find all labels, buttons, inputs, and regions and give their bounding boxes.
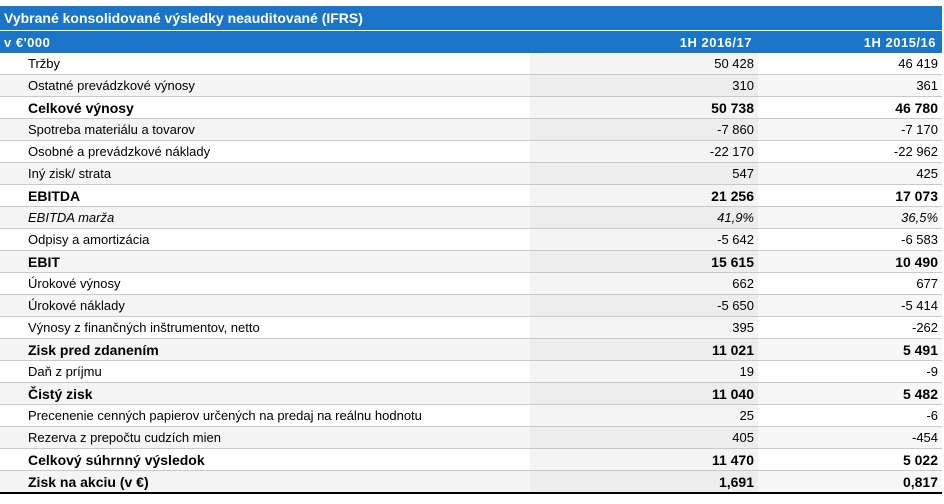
row-value-prior: 46 419 — [758, 53, 943, 75]
table-row: Ostatné prevádzkové výnosy 310 361 — [0, 74, 943, 97]
table-row: Rezerva z prepočtu cudzích mien 405 -454 — [0, 426, 943, 449]
row-label: EBITDA — [0, 184, 530, 207]
row-value-current: 11 021 — [530, 338, 758, 361]
row-value-current: 11 470 — [530, 448, 758, 471]
table-row: Osobné a prevádzkové náklady -22 170 -22… — [0, 140, 943, 163]
row-value-current: 11 040 — [530, 382, 758, 405]
row-value-prior: 361 — [758, 74, 943, 97]
row-value-current: -5 642 — [530, 228, 758, 251]
table-row: Iný zisk/ strata 547 425 — [0, 162, 943, 185]
row-value-prior: 10 490 — [758, 250, 943, 273]
column-header-1h-2015-16: 1H 2015/16 — [758, 30, 943, 53]
row-label: Úrokové náklady — [0, 294, 530, 317]
row-value-prior: 36,5% — [758, 206, 943, 229]
row-value-prior: -454 — [758, 426, 943, 449]
row-label: Daň z príjmu — [0, 360, 530, 383]
row-value-prior: 0,817 — [758, 470, 943, 494]
table-row: Celkový súhrnný výsledok 11 470 5 022 — [0, 448, 943, 471]
row-label: Precenenie cenných papierov určených na … — [0, 404, 530, 427]
row-value-prior: -5 414 — [758, 294, 943, 317]
row-label: Celkové výnosy — [0, 96, 530, 119]
row-label: EBIT — [0, 250, 530, 273]
row-value-current: 15 615 — [530, 250, 758, 273]
table-row: Precenenie cenných papierov určených na … — [0, 404, 943, 427]
row-value-current: -7 860 — [530, 118, 758, 141]
row-label: Iný zisk/ strata — [0, 162, 530, 185]
table-row: Daň z príjmu 19 -9 — [0, 360, 943, 383]
row-label: EBITDA marža — [0, 206, 530, 229]
row-value-current: 405 — [530, 426, 758, 449]
row-value-prior: 425 — [758, 162, 943, 185]
row-value-current: 50 738 — [530, 96, 758, 119]
row-label: Spotreba materiálu a tovarov — [0, 118, 530, 141]
row-value-prior: 677 — [758, 272, 943, 295]
row-value-prior: -9 — [758, 360, 943, 383]
row-value-current: 50 428 — [530, 53, 758, 75]
row-label: Zisk na akciu (v €) — [0, 470, 530, 494]
row-value-prior: -6 — [758, 404, 943, 427]
table-row: Výnosy z finančných inštrumentov, netto … — [0, 316, 943, 339]
row-value-prior: -7 170 — [758, 118, 943, 141]
row-value-prior: 5 491 — [758, 338, 943, 361]
consolidated-results-table: Vybrané konsolidované výsledky neauditov… — [0, 6, 943, 494]
row-value-prior: -262 — [758, 316, 943, 339]
row-value-prior: 5 482 — [758, 382, 943, 405]
table-row: Úrokové náklady -5 650 -5 414 — [0, 294, 943, 317]
row-value-current: 395 — [530, 316, 758, 339]
unit-header: v €'000 — [0, 30, 530, 53]
table-row: EBITDA marža 41,9% 36,5% — [0, 206, 943, 229]
table-row: Tržby 50 428 46 419 — [0, 53, 943, 75]
row-value-current: 1,691 — [530, 470, 758, 494]
table-title-row: Vybrané konsolidované výsledky neauditov… — [0, 6, 943, 31]
table-row: EBIT 15 615 10 490 — [0, 250, 943, 273]
table-title: Vybrané konsolidované výsledky neauditov… — [0, 6, 943, 31]
table-row: Zisk na akciu (v €) 1,691 0,817 — [0, 470, 943, 494]
row-value-current: 310 — [530, 74, 758, 97]
row-value-prior: -6 583 — [758, 228, 943, 251]
row-value-prior: -22 962 — [758, 140, 943, 163]
row-value-current: 19 — [530, 360, 758, 383]
row-value-current: 41,9% — [530, 206, 758, 229]
row-value-current: 547 — [530, 162, 758, 185]
table-row: Čistý zisk 11 040 5 482 — [0, 382, 943, 405]
row-value-prior: 46 780 — [758, 96, 943, 119]
table-row: Úrokové výnosy 662 677 — [0, 272, 943, 295]
row-value-current: -22 170 — [530, 140, 758, 163]
table-row: Zisk pred zdanením 11 021 5 491 — [0, 338, 943, 361]
row-value-current: 21 256 — [530, 184, 758, 207]
table-row: Odpisy a amortizácia -5 642 -6 583 — [0, 228, 943, 251]
table-row: Celkové výnosy 50 738 46 780 — [0, 96, 943, 119]
row-label: Úrokové výnosy — [0, 272, 530, 295]
row-label: Odpisy a amortizácia — [0, 228, 530, 251]
row-label: Zisk pred zdanením — [0, 338, 530, 361]
row-label: Čistý zisk — [0, 382, 530, 405]
row-label: Rezerva z prepočtu cudzích mien — [0, 426, 530, 449]
table-row: Spotreba materiálu a tovarov -7 860 -7 1… — [0, 118, 943, 141]
row-value-current: -5 650 — [530, 294, 758, 317]
row-label: Tržby — [0, 53, 530, 75]
row-value-prior: 5 022 — [758, 448, 943, 471]
row-label: Osobné a prevádzkové náklady — [0, 140, 530, 163]
row-label: Ostatné prevádzkové výnosy — [0, 74, 530, 97]
row-value-current: 25 — [530, 404, 758, 427]
table-header-row: v €'000 1H 2016/17 1H 2015/16 — [0, 30, 943, 53]
row-value-current: 662 — [530, 272, 758, 295]
row-label: Celkový súhrnný výsledok — [0, 448, 530, 471]
row-value-prior: 17 073 — [758, 184, 943, 207]
row-label: Výnosy z finančných inštrumentov, netto — [0, 316, 530, 339]
table-row: EBITDA 21 256 17 073 — [0, 184, 943, 207]
column-header-1h-2016-17: 1H 2016/17 — [530, 30, 758, 53]
